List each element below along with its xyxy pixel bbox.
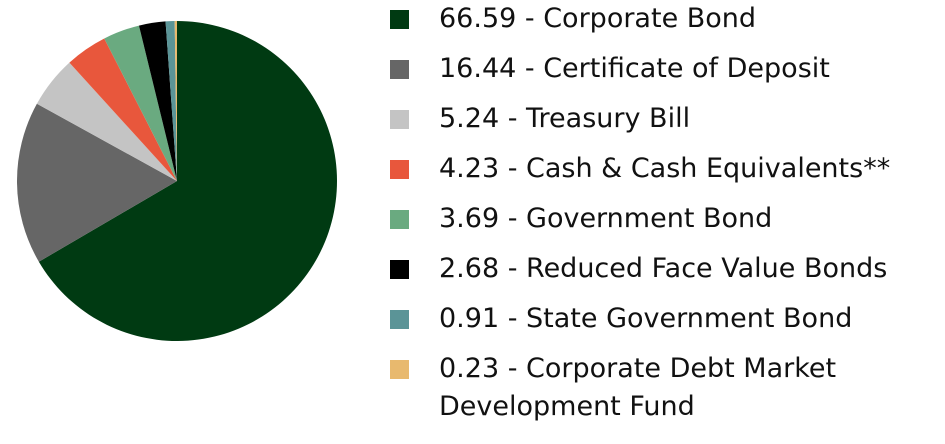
legend-swatch <box>390 60 409 79</box>
pie-slice <box>69 38 177 181</box>
pie-slice <box>165 21 177 181</box>
legend-item: 5.24 - Treasury Bill <box>388 100 943 138</box>
legend-swatch <box>390 110 409 129</box>
pie-slice <box>16 103 178 262</box>
legend-label: 5.24 - Treasury Bill <box>439 103 691 134</box>
legend-label: 66.59 - Corporate Bond <box>439 3 757 34</box>
legend-item: 2.68 - Reduced Face Value Bonds <box>388 250 943 288</box>
pie-slice <box>36 62 177 182</box>
legend-swatch <box>390 310 409 329</box>
legend-swatch <box>390 10 409 29</box>
legend-label: 2.68 - Reduced Face Value Bonds <box>439 253 888 284</box>
pie-slice <box>174 21 177 181</box>
pie <box>16 21 338 341</box>
legend-item: 3.69 - Government Bond <box>388 200 943 238</box>
legend-label: 0.23 - Corporate Debt Market Development… <box>439 353 837 422</box>
legend-label: 16.44 - Certificate of Deposit <box>439 53 830 84</box>
legend-swatch <box>390 160 409 179</box>
legend-item: 66.59 - Corporate Bond <box>388 0 943 38</box>
legend: 66.59 - Corporate Bond 16.44 - Certificat… <box>388 0 943 438</box>
pie-slice <box>38 21 338 341</box>
legend-item: 0.91 - State Government Bond <box>388 300 943 338</box>
legend-swatch <box>390 260 409 279</box>
legend-item: 16.44 - Certificate of Deposit <box>388 50 943 88</box>
pie-slice <box>104 25 177 182</box>
legend-label: 4.23 - Cash & Cash Equivalents** <box>439 153 891 184</box>
legend-item: 4.23 - Cash & Cash Equivalents** <box>388 150 943 188</box>
legend-item: 0.23 - Corporate Debt Market Development… <box>388 350 943 426</box>
pie-slice <box>138 21 177 182</box>
legend-swatch <box>390 360 409 379</box>
legend-label: 3.69 - Government Bond <box>439 203 773 234</box>
legend-swatch <box>390 210 409 229</box>
legend-label: 0.91 - State Government Bond <box>439 303 853 334</box>
